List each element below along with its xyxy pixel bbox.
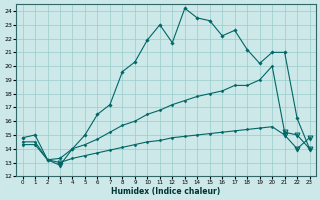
X-axis label: Humidex (Indice chaleur): Humidex (Indice chaleur) [111,187,221,196]
